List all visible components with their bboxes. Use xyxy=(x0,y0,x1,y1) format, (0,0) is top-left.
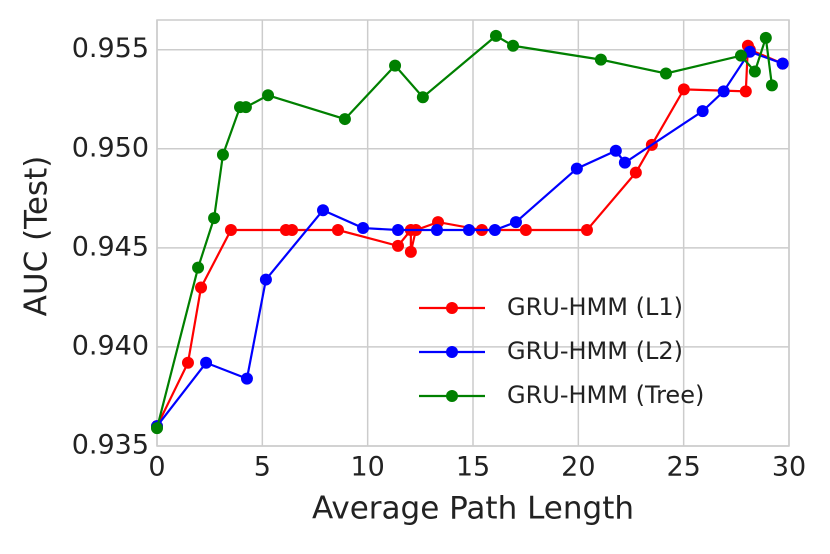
legend-label: GRU-HMM (L1) xyxy=(507,293,683,321)
data-point xyxy=(765,79,778,92)
data-point xyxy=(570,162,583,175)
data-point xyxy=(677,83,690,96)
y-tick-label: 0.945 xyxy=(72,231,149,262)
data-point xyxy=(609,144,622,157)
data-point xyxy=(739,85,752,98)
data-point xyxy=(192,261,205,274)
data-point xyxy=(208,212,221,225)
data-point xyxy=(286,224,299,237)
data-point xyxy=(151,422,163,435)
x-tick-label: 25 xyxy=(666,452,700,483)
data-point xyxy=(507,39,520,52)
x-tick-label: 30 xyxy=(772,452,806,483)
x-tick-label: 5 xyxy=(254,452,271,483)
data-point xyxy=(416,91,429,104)
data-point xyxy=(734,49,747,62)
legend-marker xyxy=(446,302,458,314)
x-tick-label: 15 xyxy=(456,452,490,483)
legend-marker xyxy=(446,346,458,358)
data-point xyxy=(748,65,761,78)
data-point xyxy=(594,53,607,66)
series-line xyxy=(156,45,784,427)
data-point xyxy=(462,224,475,237)
data-point xyxy=(331,224,344,237)
data-point xyxy=(224,224,237,237)
x-tick-label: 10 xyxy=(350,452,384,483)
data-point xyxy=(216,148,229,161)
y-tick-label: 0.940 xyxy=(72,330,149,361)
data-point xyxy=(195,281,208,294)
data-point xyxy=(392,224,405,237)
x-tick-label: 20 xyxy=(561,452,595,483)
data-point xyxy=(776,57,789,70)
y-tick-label: 0.955 xyxy=(72,33,149,64)
data-point xyxy=(580,224,593,237)
data-point xyxy=(759,31,772,44)
data-point xyxy=(240,372,253,385)
data-point xyxy=(618,156,631,169)
data-point xyxy=(696,105,709,118)
data-point xyxy=(519,224,532,237)
data-point xyxy=(392,239,405,252)
data-point xyxy=(181,356,194,369)
data-point xyxy=(659,67,672,80)
data-point xyxy=(317,204,330,217)
data-point xyxy=(509,216,522,229)
data-point xyxy=(259,273,272,286)
data-point xyxy=(430,224,443,237)
data-point xyxy=(389,59,402,72)
legend-label: GRU-HMM (Tree) xyxy=(507,381,704,409)
y-tick-label: 0.935 xyxy=(72,430,149,461)
data-point xyxy=(357,222,370,235)
legend-marker xyxy=(446,390,458,402)
data-point xyxy=(262,89,275,102)
data-point xyxy=(489,29,502,42)
data-point xyxy=(338,113,351,126)
data-point xyxy=(629,166,642,179)
data-point xyxy=(404,245,417,258)
data-point xyxy=(200,356,213,369)
data-point xyxy=(717,85,730,98)
y-tick-label: 0.950 xyxy=(72,132,149,163)
x-tick-label: 0 xyxy=(148,452,165,483)
legend-label: GRU-HMM (L2) xyxy=(507,337,683,365)
y-axis-label: AUC (Test) xyxy=(19,156,55,317)
data-point xyxy=(488,224,501,237)
data-point xyxy=(239,101,252,114)
x-axis-label: Average Path Length xyxy=(312,491,634,527)
